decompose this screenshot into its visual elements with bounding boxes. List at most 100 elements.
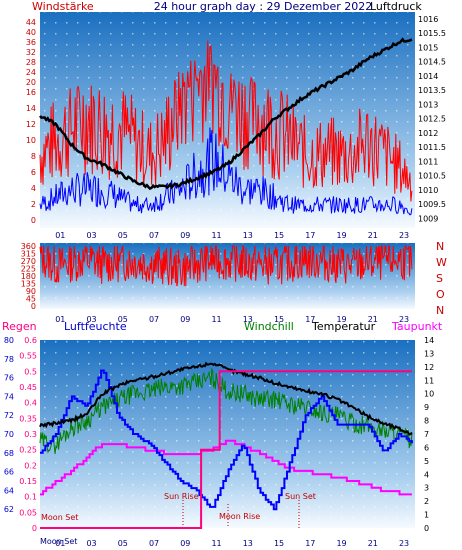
humidity-tick-62: 62 (4, 505, 14, 514)
temperature-x-tick-05: 05 (118, 539, 128, 548)
rain-tick-0.1: 0.1 (24, 493, 37, 502)
pressure-tick-1015.5: 1015.5 (418, 29, 446, 38)
direction-tick-90: 90 (26, 287, 36, 296)
humidity-tick-64: 64 (4, 486, 14, 495)
temperature-tick-13: 13 (424, 349, 434, 358)
pressure-tick-1014.5: 1014.5 (418, 58, 446, 67)
wind-x-tick-19: 19 (336, 231, 346, 240)
temperature-tick-11: 11 (424, 376, 434, 385)
wind-tick-4: 4 (31, 184, 36, 193)
humidity-line (40, 369, 413, 511)
direction-x-tick-11: 11 (211, 315, 221, 324)
temperature-tick-4: 4 (424, 470, 429, 479)
humidity-tick-74: 74 (4, 392, 14, 401)
wind-speed-min-line (39, 127, 413, 216)
pressure-tick-1011.5: 1011.5 (418, 143, 446, 152)
temperature-line (39, 361, 413, 436)
rain-line (40, 370, 412, 529)
direction-tick-360: 360 (21, 242, 36, 251)
wind-axis-title: Windstärke (32, 0, 94, 13)
temperature-tick-1: 1 (424, 511, 429, 520)
wind-x-tick-09: 09 (180, 231, 190, 240)
wind-tick-0: 0 (31, 216, 36, 225)
wind-x-tick-05: 05 (118, 231, 128, 240)
pressure-tick-1012: 1012 (418, 129, 438, 138)
humidity-tick-72: 72 (4, 411, 14, 420)
windchill-line (39, 367, 413, 455)
direction-x-tick-21: 21 (368, 315, 378, 324)
direction-label-o: O (436, 288, 445, 301)
rain-tick-0.15: 0.15 (19, 477, 37, 486)
legend-temperatur: Temperatur (311, 320, 376, 333)
humidity-tick-68: 68 (4, 449, 14, 458)
direction-x-tick-01: 01 (55, 315, 65, 324)
temperature-x-tick-21: 21 (368, 539, 378, 548)
rain-tick-0.05: 0.05 (19, 508, 37, 517)
wind-x-tick-21: 21 (368, 231, 378, 240)
sun-rise-label: Sun Rise (164, 492, 199, 501)
temperature-x-tick-07: 07 (149, 539, 159, 548)
pressure-tick-1013: 1013 (418, 100, 438, 109)
moon-rise-label: Moon Rise (219, 512, 260, 521)
direction-label-s: S (436, 272, 443, 285)
wind-tick-12: 12 (26, 120, 36, 129)
temperature-x-tick-19: 19 (336, 539, 346, 548)
direction-tick-45: 45 (26, 295, 36, 304)
wind-x-tick-23: 23 (399, 231, 409, 240)
direction-x-tick-07: 07 (149, 315, 159, 324)
direction-x-tick-15: 15 (274, 315, 284, 324)
wind-tick-28: 28 (26, 58, 36, 67)
direction-tick-135: 135 (21, 280, 36, 289)
rain-tick-0.55: 0.55 (19, 352, 37, 361)
wind-tick-40: 40 (26, 28, 36, 37)
wind-tick-24: 24 (26, 68, 36, 77)
pressure-axis-title: Luftdruck (370, 0, 422, 13)
pressure-line (39, 37, 413, 191)
wind-tick-20: 20 (26, 78, 36, 87)
rain-tick-0.2: 0.2 (24, 461, 37, 470)
temperature-x-tick-17: 17 (305, 539, 315, 548)
pressure-tick-1010.5: 1010.5 (418, 172, 446, 181)
direction-x-tick-13: 13 (243, 315, 253, 324)
wind-tick-16: 16 (26, 88, 36, 97)
pressure-tick-1013.5: 1013.5 (418, 86, 446, 95)
direction-tick-180: 180 (21, 272, 36, 281)
temperature-x-tick-01: 01 (55, 539, 65, 548)
direction-tick-270: 270 (21, 257, 36, 266)
pressure-tick-1009: 1009 (418, 214, 438, 223)
pressure-tick-1015: 1015 (418, 43, 438, 52)
wind-tick-10: 10 (26, 136, 36, 145)
temperature-tick-5: 5 (424, 457, 429, 466)
wind-x-tick-15: 15 (274, 231, 284, 240)
chart-title: 24 hour graph day : 29 Dezember 2022 (154, 0, 373, 13)
direction-tick-315: 315 (21, 250, 36, 259)
legend-luftfeuchte: Luftfeuchte (64, 320, 127, 333)
wind-tick-14: 14 (26, 104, 36, 113)
temperature-tick-6: 6 (424, 443, 429, 452)
pressure-tick-1014: 1014 (418, 72, 438, 81)
direction-tick-225: 225 (21, 265, 36, 274)
wind-tick-6: 6 (31, 168, 36, 177)
legend-taupunkt: Taupunkt (391, 320, 443, 333)
moon-set-label: Moon Set (41, 513, 78, 522)
temperature-x-tick-23: 23 (399, 539, 409, 548)
pressure-tick-1011: 1011 (418, 157, 438, 166)
temperature-x-tick-13: 13 (243, 539, 253, 548)
wind-tick-32: 32 (26, 48, 36, 57)
temperature-tick-7: 7 (424, 430, 429, 439)
temperature-tick-14: 14 (424, 336, 434, 345)
direction-x-tick-03: 03 (86, 315, 96, 324)
direction-tick-0: 0 (31, 302, 36, 311)
wind-x-tick-03: 03 (86, 231, 96, 240)
wind-x-tick-07: 07 (149, 231, 159, 240)
temperature-tick-3: 3 (424, 484, 429, 493)
temperature-tick-8: 8 (424, 417, 429, 426)
direction-x-tick-19: 19 (336, 315, 346, 324)
rain-tick-0: 0 (32, 524, 37, 533)
rain-tick-0.25: 0.25 (19, 446, 37, 455)
rain-tick-0.35: 0.35 (19, 414, 37, 423)
direction-x-tick-09: 09 (180, 315, 190, 324)
temperature-tick-0: 0 (424, 524, 429, 533)
wind-tick-44: 44 (26, 18, 36, 27)
